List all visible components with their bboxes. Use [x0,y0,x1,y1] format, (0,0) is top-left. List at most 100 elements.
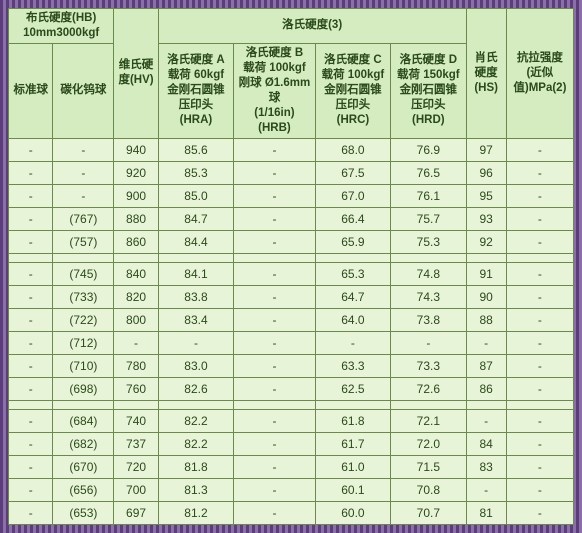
cell-hrc: 67.0 [315,184,390,207]
cell-brinell-tungsten: (757) [53,230,114,253]
cell-hrc: 67.5 [315,161,390,184]
cell-shore: 87 [466,354,506,377]
table-row: -(712)------- [9,331,574,354]
spacer-cell [315,400,390,409]
cell-brinell-std: - [9,285,53,308]
cell-tensile: - [506,161,573,184]
cell-vickers: 740 [114,409,158,432]
cell-vickers: - [114,331,158,354]
cell-hrb: - [234,161,316,184]
cell-hrb: - [234,184,316,207]
cell-brinell-tungsten: (745) [53,262,114,285]
cell-hrc: 65.9 [315,230,390,253]
cell-hrb: - [234,455,316,478]
cell-vickers: 780 [114,354,158,377]
cell-shore: 93 [466,207,506,230]
cell-hrc: 61.7 [315,432,390,455]
cell-hrd: 76.1 [391,184,466,207]
cell-tensile: - [506,432,573,455]
spacer-cell [466,400,506,409]
cell-tensile: - [506,354,573,377]
cell-brinell-std: - [9,432,53,455]
cell-hrd: 70.8 [391,478,466,501]
table-row [9,400,574,409]
table-body: --94085.6-68.076.997---92085.3-67.576.59… [9,138,574,524]
cell-hrb: - [234,285,316,308]
cell-hrc: 61.8 [315,409,390,432]
spacer-cell [9,400,53,409]
cell-tensile: - [506,455,573,478]
spacer-cell [391,253,466,262]
cell-brinell-std: - [9,409,53,432]
cell-vickers: 840 [114,262,158,285]
cell-tensile: - [506,207,573,230]
cell-vickers: 697 [114,501,158,524]
cell-hra: 82.2 [158,432,233,455]
cell-hrb: - [234,230,316,253]
table-row: -(656)70081.3-60.170.8-- [9,478,574,501]
cell-shore: 86 [466,377,506,400]
cell-brinell-tungsten: (767) [53,207,114,230]
table-row: -(684)74082.2-61.872.1-- [9,409,574,432]
cell-brinell-std: - [9,184,53,207]
spacer-cell [114,253,158,262]
cell-shore: - [466,331,506,354]
header-vickers: 维氏硬度(HV) [114,9,158,139]
table-row: -(745)84084.1-65.374.891- [9,262,574,285]
cell-hrc: 62.5 [315,377,390,400]
cell-hrd: 74.8 [391,262,466,285]
cell-hrd: 72.6 [391,377,466,400]
table-row: --94085.6-68.076.997- [9,138,574,161]
table-row: -(710)78083.0-63.373.387- [9,354,574,377]
cell-hra: - [158,331,233,354]
cell-tensile: - [506,138,573,161]
spacer-cell [53,253,114,262]
table-header: 布氏硬度(HB)10mm3000kgf 维氏硬度(HV) 洛氏硬度(3) 肖氏硬… [9,9,574,139]
spacer-cell [158,253,233,262]
cell-brinell-std: - [9,331,53,354]
cell-brinell-std: - [9,501,53,524]
cell-brinell-std: - [9,207,53,230]
cell-vickers: 900 [114,184,158,207]
cell-tensile: - [506,308,573,331]
cell-hrc: - [315,331,390,354]
table-row: -(682)73782.2-61.772.084- [9,432,574,455]
cell-vickers: 760 [114,377,158,400]
cell-hra: 82.6 [158,377,233,400]
cell-brinell-tungsten: (712) [53,331,114,354]
cell-brinell-tungsten: - [53,161,114,184]
cell-hrb: - [234,377,316,400]
cell-hra: 82.2 [158,409,233,432]
spacer-cell [158,400,233,409]
table-row: --90085.0-67.076.195- [9,184,574,207]
cell-hrc: 65.3 [315,262,390,285]
cell-hrd: 76.5 [391,161,466,184]
cell-brinell-tungsten: (684) [53,409,114,432]
cell-shore: 91 [466,262,506,285]
cell-hrb: - [234,331,316,354]
hardness-conversion-table: 布氏硬度(HB)10mm3000kgf 维氏硬度(HV) 洛氏硬度(3) 肖氏硬… [8,8,574,525]
cell-hra: 85.3 [158,161,233,184]
cell-hrb: - [234,409,316,432]
cell-shore: 90 [466,285,506,308]
cell-tensile: - [506,478,573,501]
cell-hrb: - [234,308,316,331]
cell-brinell-tungsten: (670) [53,455,114,478]
cell-brinell-tungsten: (722) [53,308,114,331]
cell-hrb: - [234,262,316,285]
cell-hra: 81.3 [158,478,233,501]
header-shore: 肖氏硬度(HS) [466,9,506,139]
header-hrc: 洛氏硬度 C载荷 100kgf金刚石圆锥压印头(HRC) [315,43,390,138]
cell-shore: 88 [466,308,506,331]
cell-brinell-std: - [9,262,53,285]
cell-brinell-tungsten: (656) [53,478,114,501]
cell-vickers: 800 [114,308,158,331]
cell-brinell-std: - [9,138,53,161]
table-row: -(653)69781.2-60.070.781- [9,501,574,524]
cell-hrd: 74.3 [391,285,466,308]
table-row: -(757)86084.4-65.975.392- [9,230,574,253]
header-hrb: 洛氏硬度 B载荷 100kgf刚球 Ø1.6mm 球(1/16in)(HRB) [234,43,316,138]
cell-brinell-std: - [9,308,53,331]
cell-shore: 84 [466,432,506,455]
header-brinell-std: 标准球 [9,43,53,138]
